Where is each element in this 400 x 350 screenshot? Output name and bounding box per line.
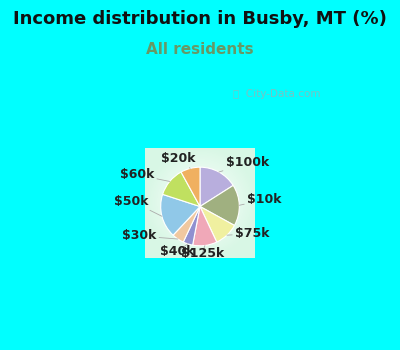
Wedge shape xyxy=(163,172,200,206)
Text: Income distribution in Busby, MT (%): Income distribution in Busby, MT (%) xyxy=(13,10,387,28)
Wedge shape xyxy=(161,194,200,235)
Text: ⓘ  City-Data.com: ⓘ City-Data.com xyxy=(233,89,320,99)
Wedge shape xyxy=(200,167,233,206)
Text: $75k: $75k xyxy=(227,227,270,240)
Text: All residents: All residents xyxy=(146,42,254,57)
Text: $125k: $125k xyxy=(180,245,224,260)
Wedge shape xyxy=(183,206,200,245)
Wedge shape xyxy=(181,167,200,206)
Wedge shape xyxy=(200,186,239,225)
Text: $100k: $100k xyxy=(219,156,269,172)
Wedge shape xyxy=(200,206,234,242)
Text: $20k: $20k xyxy=(162,152,196,168)
Text: $30k: $30k xyxy=(122,230,178,243)
Text: $40k: $40k xyxy=(160,244,195,258)
Text: $10k: $10k xyxy=(239,194,282,206)
Text: $50k: $50k xyxy=(114,195,162,216)
Text: $60k: $60k xyxy=(120,168,170,181)
Wedge shape xyxy=(193,206,217,246)
Wedge shape xyxy=(173,206,200,242)
